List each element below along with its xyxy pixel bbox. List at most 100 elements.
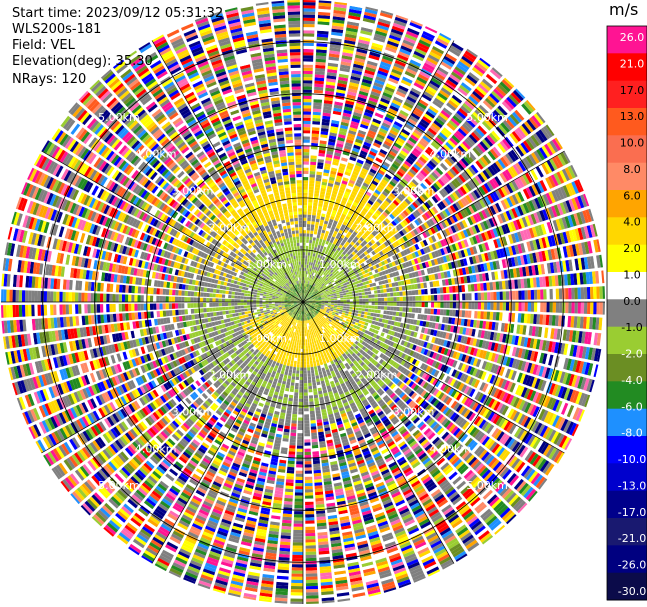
gate: [393, 160, 401, 167]
gate: [434, 136, 444, 145]
gate: [485, 167, 493, 178]
gate: [304, 293, 307, 297]
gate: [535, 131, 545, 143]
gate: [308, 291, 311, 295]
gate: [357, 96, 367, 103]
gate: [366, 60, 378, 67]
gate: [313, 283, 316, 287]
gate: [346, 299, 350, 302]
gate: [393, 121, 403, 128]
gate: [376, 172, 384, 178]
gate: [465, 168, 474, 178]
gate: [476, 85, 487, 96]
gate: [344, 273, 349, 277]
gate: [397, 87, 408, 95]
gate: [342, 151, 350, 156]
gate: [389, 105, 399, 112]
gate: [413, 129, 423, 137]
gate: [372, 192, 379, 198]
gate: [413, 107, 424, 115]
gate: [401, 285, 406, 291]
gate: [303, 255, 305, 259]
gate: [343, 45, 355, 51]
gate: [303, 95, 312, 100]
ray: [303, 26, 438, 302]
gate: [487, 95, 498, 106]
gate: [363, 256, 369, 261]
gate: [364, 237, 370, 243]
gate: [386, 135, 395, 142]
gate: [512, 290, 516, 300]
gate: [360, 210, 367, 216]
gate: [467, 151, 477, 161]
gate: [316, 257, 320, 261]
gate: [311, 133, 319, 138]
gate: [404, 70, 416, 79]
gate: [303, 289, 305, 293]
gate: [384, 226, 390, 233]
gate: [309, 258, 312, 263]
gate: [394, 234, 400, 240]
gate: [397, 183, 405, 190]
gate: [543, 125, 553, 138]
gate: [451, 94, 463, 104]
gate: [342, 274, 346, 279]
gate: [316, 43, 328, 47]
gate: [377, 305, 381, 310]
gate: [515, 302, 519, 311]
gate: [495, 189, 503, 200]
gate: [330, 306, 334, 309]
gate: [313, 293, 317, 296]
gate: [533, 167, 542, 179]
gate: [337, 305, 341, 308]
gate: [399, 192, 406, 200]
gate: [328, 287, 332, 291]
gate: [321, 229, 326, 234]
gate: [336, 211, 342, 216]
gate: [427, 302, 432, 308]
gate: [340, 124, 349, 130]
gate: [449, 74, 461, 83]
gate: [314, 71, 325, 75]
gate: [364, 162, 372, 168]
gate: [459, 84, 470, 94]
gate: [412, 211, 419, 219]
gate: [357, 132, 366, 138]
gate: [340, 278, 345, 282]
gate: [334, 279, 338, 283]
gate: [331, 271, 336, 275]
gate: [418, 295, 422, 301]
gate: [485, 73, 498, 85]
gate: [366, 174, 374, 180]
gate: [318, 268, 322, 273]
gate: [335, 281, 339, 285]
gate: [439, 32, 452, 41]
gate: [336, 258, 341, 263]
gate: [334, 256, 338, 261]
gate: [391, 25, 405, 33]
gate: [375, 27, 388, 34]
gate: [303, 223, 307, 228]
gate: [356, 256, 361, 261]
gate: [311, 215, 316, 219]
gate: [379, 204, 386, 211]
gate: [368, 305, 372, 309]
gate: [404, 160, 412, 168]
gate: [473, 202, 481, 211]
gate: [342, 255, 347, 260]
gate: [348, 130, 357, 136]
gate: [317, 231, 321, 236]
gate: [460, 172, 469, 181]
gate: [377, 70, 388, 77]
gate: [327, 296, 331, 298]
gate: [433, 288, 438, 294]
gate: [349, 3, 363, 9]
gate: [342, 290, 346, 294]
gate: [437, 66, 449, 76]
gate: [327, 297, 331, 300]
gate: [448, 99, 459, 109]
gate: [348, 289, 352, 292]
gate: [486, 181, 494, 191]
gate: [562, 302, 566, 313]
gate: [452, 294, 457, 301]
